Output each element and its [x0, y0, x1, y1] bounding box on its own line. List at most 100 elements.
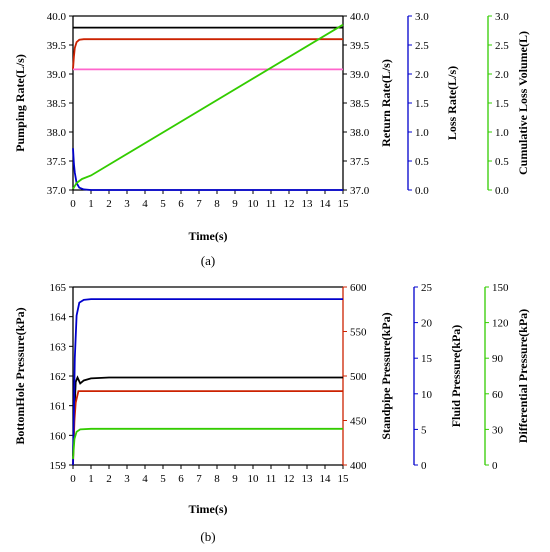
y-tick-label-fp: 25 [421, 282, 433, 294]
y-tick-label-bhp: 161 [50, 401, 67, 413]
series-line-ret-1 [72, 38, 343, 70]
y-tick-label-fp: 10 [421, 389, 433, 401]
y-tick-label-dp: 0 [492, 460, 498, 472]
x-tick-label: 6 [178, 473, 184, 485]
x-tick-label: 3 [124, 473, 130, 485]
y-axis-label-ret: Return Rate(L/s) [379, 59, 393, 147]
y-tick-label-spp: 400 [350, 460, 367, 472]
panel-label: (b) [200, 529, 215, 544]
y-tick-label-bhp: 164 [50, 312, 67, 324]
y-tick-label-fp: 0 [421, 460, 427, 472]
x-tick-label: 0 [70, 198, 76, 210]
y-tick-label-loss: 1.5 [415, 98, 429, 110]
y-tick-label-spp: 550 [350, 327, 367, 339]
x-tick-label: 9 [232, 198, 238, 210]
y-tick-label-loss: 2.0 [415, 69, 429, 81]
x-tick-label: 2 [106, 473, 112, 485]
y-tick-label-loss: 2.5 [415, 40, 429, 52]
y-tick-label-dp: 30 [492, 424, 504, 436]
x-tick-label: 13 [302, 473, 314, 485]
x-tick-label: 0 [70, 473, 76, 485]
x-tick-label: 7 [196, 198, 202, 210]
y-tick-label-pump: 38.5 [47, 98, 67, 110]
y-tick-label-pump: 37.5 [47, 156, 67, 168]
y-tick-label-cum: 1.5 [495, 98, 509, 110]
x-tick-label: 1 [88, 198, 94, 210]
y-tick-label-cum: 1.0 [495, 127, 509, 139]
x-tick-label: 14 [320, 473, 332, 485]
y-tick-label-ret: 38.0 [350, 127, 370, 139]
y-tick-label-pump: 39.0 [47, 69, 67, 81]
chart-panel-b: 0 1 2 3 4 5 6 7 8 9 10 11 12 13 14 15Time(s)15916016116… [13, 282, 530, 544]
series-line-cum-4 [72, 23, 344, 190]
y-tick-label-pump: 38.0 [47, 127, 67, 139]
y-axis-label-fp: Fluid Pressure(kPa) [449, 325, 463, 428]
chart-panel-a: 0 1 2 3 4 5 6 7 8 9 10 11 12 13 14 15Time(s)37.037.538.… [13, 11, 530, 268]
x-tick-label: 12 [284, 473, 295, 485]
x-tick-label: 9 [232, 473, 238, 485]
x-tick-label: 5 [160, 198, 166, 210]
x-tick-label: 7 [196, 473, 202, 485]
y-tick-label-cum: 0.5 [495, 156, 509, 168]
y-tick-label-ret: 37.0 [350, 185, 370, 197]
x-axis-label: Time(s) [188, 502, 227, 516]
series-line-fp-2 [72, 298, 343, 466]
x-tick-label: 10 [248, 198, 260, 210]
x-tick-label: 14 [320, 198, 332, 210]
y-tick-label-bhp: 160 [50, 430, 67, 442]
y-tick-label-dp: 120 [492, 318, 509, 330]
x-tick-label: 4 [142, 198, 148, 210]
y-tick-label-spp: 450 [350, 416, 367, 428]
y-tick-label-cum: 2.0 [495, 69, 509, 81]
y-tick-label-dp: 60 [492, 389, 504, 401]
x-tick-label: 13 [302, 198, 314, 210]
y-tick-label-bhp: 163 [50, 341, 67, 353]
y-tick-label-ret: 39.0 [350, 69, 370, 81]
x-tick-label: 11 [266, 473, 277, 485]
y-tick-label-bhp: 165 [50, 282, 67, 294]
x-tick-label: 1 [88, 473, 94, 485]
y-tick-label-spp: 600 [350, 282, 367, 294]
series-line-bhp-0 [72, 375, 343, 457]
y-axis-label-spp: Standpipe Pressure(kPa) [379, 312, 393, 439]
y-tick-label-ret: 39.5 [350, 40, 370, 52]
x-tick-label: 15 [338, 198, 350, 210]
y-tick-label-cum: 2.5 [495, 40, 509, 52]
y-axis-label-pump: Pumping Rate(L/s) [13, 54, 27, 152]
y-tick-label-loss: 3.0 [415, 11, 429, 23]
x-tick-label: 6 [178, 198, 184, 210]
x-tick-label: 5 [160, 473, 166, 485]
x-tick-label: 10 [248, 473, 260, 485]
y-tick-label-pump: 40.0 [47, 11, 67, 23]
x-tick-label: 3 [124, 198, 130, 210]
y-tick-label-dp: 150 [492, 282, 509, 294]
y-tick-label-ret: 37.5 [350, 156, 370, 168]
y-tick-label-ret: 38.5 [350, 98, 370, 110]
x-tick-label: 12 [284, 198, 295, 210]
x-axis-label: Time(s) [188, 229, 227, 243]
y-tick-label-fp: 15 [421, 353, 433, 365]
y-tick-label-loss: 0.0 [415, 185, 429, 197]
y-tick-label-bhp: 159 [50, 460, 67, 472]
y-tick-label-pump: 37.0 [47, 185, 67, 197]
y-tick-label-cum: 3.0 [495, 11, 509, 23]
series-line-dp-3 [72, 427, 343, 460]
y-tick-label-loss: 0.5 [415, 156, 429, 168]
x-tick-label: 8 [214, 198, 220, 210]
y-axis-label-bhp: BottomHole Pressure(kPa) [13, 307, 27, 444]
y-tick-label-ret: 40.0 [350, 11, 370, 23]
y-tick-label-loss: 1.0 [415, 127, 429, 139]
y-tick-label-fp: 5 [421, 424, 427, 436]
y-tick-label-cum: 0.0 [495, 185, 509, 197]
y-tick-label-spp: 500 [350, 371, 367, 383]
y-axis-label-loss: Loss Rate(L/s) [445, 66, 459, 140]
y-axis-label-cum: Cumulative Loss Volume(L) [516, 31, 530, 175]
x-tick-label: 2 [106, 198, 112, 210]
y-tick-label-dp: 90 [492, 353, 504, 365]
y-axis-label-dp: Differential Pressure(kPa) [516, 309, 530, 443]
panel-label: (a) [201, 253, 215, 268]
x-tick-label: 8 [214, 473, 220, 485]
y-tick-label-pump: 39.5 [47, 40, 67, 52]
series-line-loss-3 [72, 148, 343, 191]
